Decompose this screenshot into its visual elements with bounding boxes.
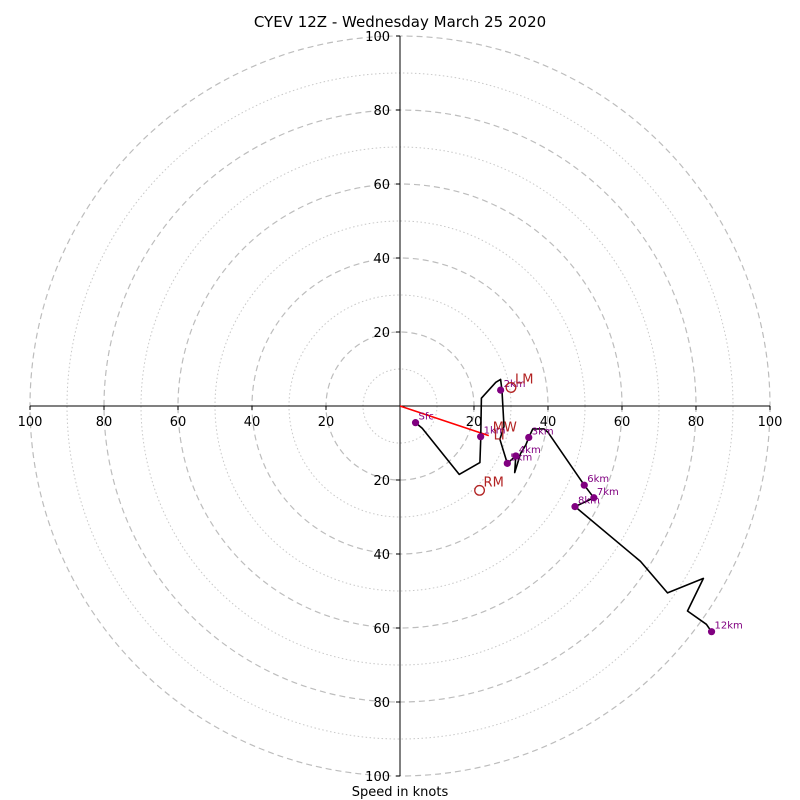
height-marker-12km — [707, 628, 716, 636]
tick-label-right: 60 — [614, 415, 631, 430]
tick-labels: 20 40 60 80 100 100 80 60 40 20 20 40 60 80 100 20 40 60 8… — [18, 30, 783, 785]
chart-title: CYEV 12Z - Wednesday March 25 2020 — [254, 13, 546, 31]
height-label-1km: 1km — [484, 426, 506, 437]
tick-label-top: 100 — [365, 30, 390, 45]
tick-label-right: 80 — [688, 415, 705, 430]
height-marker-7km — [590, 494, 598, 502]
tick-label-right: 40 — [540, 415, 557, 430]
tick-label-top: 40 — [373, 252, 390, 267]
height-marker-5km — [503, 459, 511, 467]
tick-label-right: 20 — [466, 415, 483, 430]
storm-motion-markers: LM MW RM LI — [474, 373, 533, 496]
shear-vector — [399, 405, 490, 437]
height-marker-3km — [525, 433, 533, 442]
storm-marker-LM — [505, 382, 517, 393]
hodograph-line — [414, 378, 713, 633]
height-label-7km: 7km — [597, 487, 619, 498]
height-marker-8km — [571, 503, 579, 511]
height-label-3km: 3km — [532, 426, 554, 437]
height-label-4km: 4km — [519, 445, 541, 456]
tick-label-bottom: 20 — [373, 474, 390, 489]
storm-label-RM: RM — [484, 475, 504, 490]
height-label-8km: 8km — [578, 496, 600, 507]
storm-marker-RM — [474, 484, 486, 496]
tick-label-top: 20 — [373, 326, 390, 341]
tick-label-bottom: 60 — [373, 622, 390, 637]
tick-label-left: 60 — [170, 415, 187, 430]
storm-label-MW: MW — [493, 421, 517, 436]
hodograph-trace — [414, 378, 713, 633]
tick-label-left: 20 — [318, 415, 335, 430]
height-label-Sfc: Sfc — [419, 412, 434, 423]
tick-label-bottom: 100 — [365, 770, 390, 785]
tick-label-bottom: 80 — [373, 696, 390, 711]
height-marker-4km — [512, 452, 520, 460]
tick-label-bottom: 40 — [373, 548, 390, 563]
tick-label-left: 100 — [18, 415, 43, 430]
height-label-12km: 12km — [715, 621, 743, 632]
height-label-6km: 6km — [587, 474, 609, 485]
tick-label-top: 60 — [373, 178, 390, 193]
tick-label-left: 40 — [244, 415, 261, 430]
tick-label-left: 80 — [96, 415, 113, 430]
height-marker-6km — [580, 481, 588, 489]
mean-wind-vector — [399, 405, 490, 437]
height-marker-Sfc — [411, 419, 420, 427]
storm-label-LM: LM — [515, 373, 533, 388]
x-axis-label: Speed in knots — [352, 785, 449, 800]
tick-label-right: 100 — [758, 415, 783, 430]
storm-label-LI: LI — [494, 428, 505, 443]
tick-label-top: 80 — [373, 104, 390, 119]
height-label-5km: 5km — [510, 452, 532, 463]
height-marker-1km — [477, 433, 485, 441]
height-marker-2km — [497, 386, 505, 394]
